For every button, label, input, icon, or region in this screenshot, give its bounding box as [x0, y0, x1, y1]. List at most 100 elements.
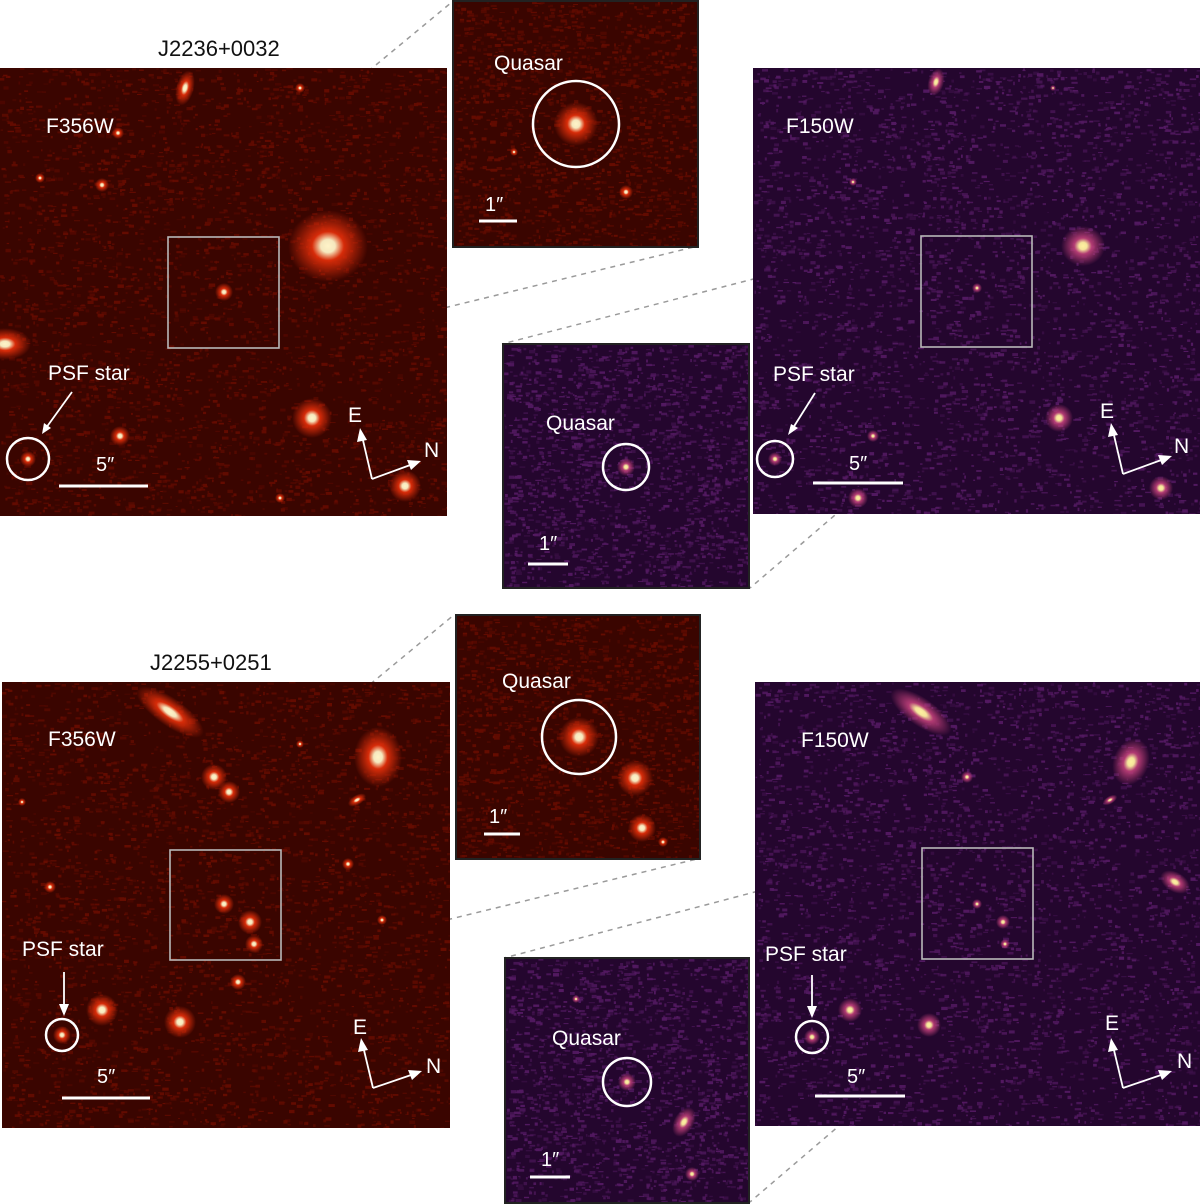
light-source — [288, 210, 368, 282]
light-source — [1045, 404, 1073, 432]
light-source — [838, 998, 862, 1022]
scale-label: 1″ — [485, 194, 503, 217]
light-source — [572, 995, 580, 1003]
light-source — [1050, 85, 1056, 91]
light-source — [214, 894, 234, 914]
scale-label: 5″ — [847, 1066, 865, 1089]
light-source — [215, 283, 233, 301]
light-source — [658, 837, 668, 847]
quasar-label: Quasar — [494, 52, 563, 76]
quasar-label: Quasar — [502, 670, 571, 694]
image-field — [504, 345, 748, 587]
light-source — [804, 1029, 820, 1045]
light-source — [295, 83, 305, 93]
scale-label: 5″ — [96, 454, 114, 477]
light-source — [18, 798, 26, 806]
noise-texture — [504, 345, 748, 587]
inset-image-red: Quasar 1″ — [452, 0, 699, 248]
scale-label: 1″ — [541, 1149, 559, 1172]
scale-label: 5″ — [849, 453, 867, 476]
light-source — [86, 994, 118, 1026]
light-source — [201, 764, 227, 790]
filter-label: F150W — [786, 115, 854, 139]
wide-field-image-purple: F150W PSF star 5″ E N — [753, 68, 1200, 514]
scale-label: 5″ — [97, 1066, 115, 1089]
wide-field-image-red: F356W PSF star 5″ E N — [2, 682, 450, 1128]
light-source — [559, 717, 599, 757]
light-source — [768, 452, 782, 466]
scale-label: 1″ — [489, 806, 507, 829]
light-source — [53, 1026, 71, 1044]
light-source — [110, 426, 130, 446]
light-source — [617, 458, 635, 476]
psf-star-label: PSF star — [48, 362, 130, 386]
light-source — [112, 127, 124, 139]
light-source — [554, 102, 598, 146]
psf-star-label: PSF star — [765, 943, 847, 967]
light-source — [617, 760, 653, 796]
light-source — [342, 858, 354, 870]
light-source — [35, 173, 45, 183]
light-source — [972, 283, 982, 293]
light-source — [890, 688, 952, 736]
inset-image-purple: Quasar 1″ — [502, 343, 750, 589]
light-source — [961, 771, 973, 783]
light-source — [618, 1073, 636, 1091]
light-source — [230, 974, 246, 990]
filter-label: F150W — [801, 729, 869, 753]
wide-field-image-purple: F150W PSF star 5″ E N — [755, 682, 1200, 1126]
light-source — [44, 881, 56, 893]
light-source — [0, 328, 31, 360]
light-source — [867, 430, 879, 442]
scale-label: 1″ — [539, 533, 557, 556]
psf-star-label: PSF star — [22, 938, 104, 962]
compass-north-label: N — [1177, 1050, 1192, 1074]
light-source — [20, 451, 36, 467]
inset-image-red: Quasar 1″ — [455, 614, 701, 860]
filter-label: F356W — [48, 728, 116, 752]
filter-label: F356W — [46, 115, 114, 139]
light-source — [672, 1107, 696, 1137]
light-source — [1112, 738, 1150, 786]
light-source — [292, 398, 332, 438]
light-source — [136, 686, 204, 738]
compass-east-label: E — [1100, 400, 1114, 424]
target-title: J2236+0032 — [158, 36, 280, 62]
light-source — [1102, 794, 1118, 806]
light-source — [164, 1006, 196, 1038]
light-source — [95, 178, 109, 192]
light-source — [1149, 476, 1173, 500]
quasar-label: Quasar — [552, 1027, 621, 1051]
light-source — [238, 910, 262, 934]
light-source — [510, 148, 518, 156]
compass-east-label: E — [1105, 1012, 1119, 1036]
light-source — [628, 814, 656, 842]
psf-star-label: PSF star — [773, 363, 855, 387]
inset-image-purple: Quasar 1″ — [504, 957, 750, 1204]
compass-north-label: N — [424, 439, 439, 463]
light-source — [619, 185, 633, 199]
compass-north-label: N — [1174, 435, 1189, 459]
light-source — [972, 899, 982, 909]
light-source — [275, 493, 285, 503]
target-title: J2255+0251 — [150, 650, 272, 676]
light-source — [848, 488, 868, 508]
light-source — [377, 915, 387, 925]
light-source — [347, 793, 367, 807]
quasar-label: Quasar — [546, 412, 615, 436]
light-source — [927, 68, 945, 96]
light-source — [1000, 939, 1010, 949]
light-source — [354, 727, 402, 787]
light-source — [849, 178, 857, 186]
light-source — [296, 740, 304, 748]
light-source — [996, 915, 1010, 929]
light-source — [389, 470, 421, 502]
compass-north-label: N — [426, 1055, 441, 1079]
light-source — [917, 1013, 941, 1037]
light-source — [245, 935, 263, 953]
wide-field-image-red: F356W PSF star 5″ E N — [0, 68, 447, 516]
compass-east-label: E — [353, 1016, 367, 1040]
light-source — [218, 781, 240, 803]
light-source — [685, 1167, 699, 1181]
light-source — [1160, 870, 1190, 894]
